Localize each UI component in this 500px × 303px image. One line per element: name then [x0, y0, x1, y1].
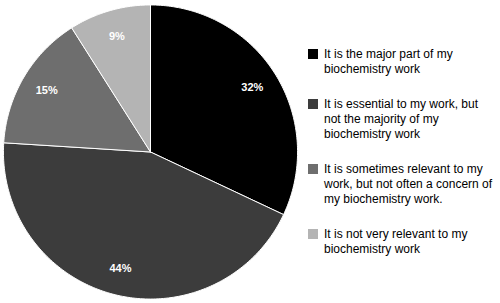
svg-text:9%: 9%	[109, 30, 125, 42]
html-text:It is the major part of my bio: It is the major part of my biochemistry …	[324, 46, 453, 76]
svg-text:32%: 32%	[241, 81, 263, 93]
html-text:It is essential to my work, bu: It is essential to my work, but not the …	[324, 96, 479, 141]
html-text:It is sometimes relevant to my: It is sometimes relevant to my work, but…	[324, 161, 493, 206]
html-text:It is not very relevant to my: It is not very relevant to my biochemist…	[324, 226, 468, 256]
svg-text:15%: 15%	[36, 84, 58, 96]
svg-text:44%: 44%	[109, 262, 131, 274]
